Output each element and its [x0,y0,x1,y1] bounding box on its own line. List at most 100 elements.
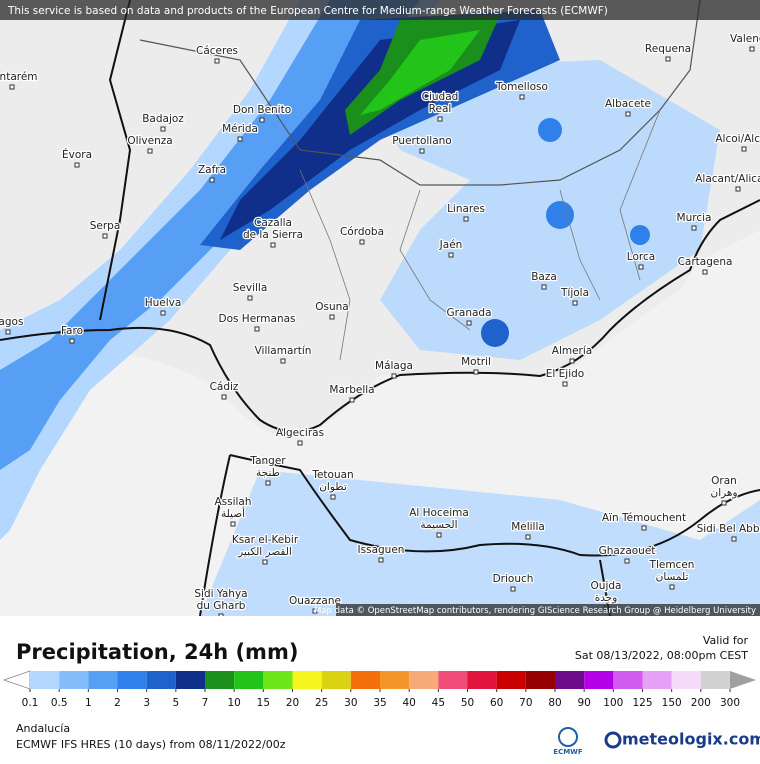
city-marker [702,269,708,275]
city-label: Santarém [0,71,38,83]
city-label: Évora [62,148,92,161]
city-marker [731,536,737,542]
city-label: Marbella [329,384,374,396]
legend-tick-label: 0.1 [22,697,39,709]
city-marker [214,58,220,64]
city-label: Olivenza [127,135,172,147]
valid-label: Valid for [703,634,749,647]
city-label: Oujda [591,580,622,592]
city-marker [270,242,276,248]
city-label: Driouch [493,573,534,585]
city-label: Ciudad [422,91,459,103]
city-label: Albacete [605,98,651,110]
city-marker [562,381,568,387]
city-label: Badajoz [142,113,184,125]
city-label: Córdoba [340,226,384,238]
legend-swatch [525,671,555,689]
city-label: Melilla [511,521,545,533]
ecmwf-icon [558,727,578,747]
city-label: Ouazzane [289,595,341,607]
city-label: Requena [645,43,691,55]
city-marker [473,369,479,375]
city-label: Alcoi/Alcoy [715,133,760,145]
attribution-bar [336,604,760,616]
city-marker [265,480,271,486]
city-label: Alacant/Alicante [695,173,760,185]
city-marker [230,521,236,527]
legend-swatch [642,671,672,689]
city-label: Cádiz [210,381,239,393]
city-label: El Ejido [546,368,584,380]
legend-swatch [671,671,701,689]
city-label: Mérida [222,123,258,135]
legend-swatch [59,671,89,689]
precip-area [200,470,760,616]
city-label: تطوان [319,481,347,493]
city-marker [525,534,531,540]
city-marker [625,111,631,117]
city-marker [221,394,227,400]
city-label: Algeciras [276,427,324,439]
legend-tick-label: 150 [662,697,682,709]
city-label: Tetouan [311,469,353,481]
city-marker [721,500,727,506]
city-marker [262,559,268,565]
legend-swatch [30,671,60,689]
brand-icon [604,731,622,749]
city-marker [349,397,355,403]
legend-swatch [321,671,351,689]
ecmwf-logo: ECMWF [553,748,583,756]
city-label: القصر الكبير [237,546,292,558]
legend-swatch [146,671,176,689]
city-marker [147,148,153,154]
city-label: Dos Hermanas [218,313,295,325]
legend-tick-label: 40 [402,697,415,709]
city-marker [160,310,166,316]
city-label: Cáceres [196,45,238,57]
city-label: Murcia [677,212,712,224]
notice-bar [0,0,760,20]
legend-swatch [292,671,322,689]
city-label: Cartagena [678,256,733,268]
legend-tick-label: 90 [577,697,590,709]
legend-tick-label: 3 [143,697,150,709]
coastline [199,454,231,616]
legend-swatch [438,671,468,689]
legend-tick-label: 7 [202,697,209,709]
city-marker [569,358,575,364]
city-marker [448,252,454,258]
city-marker [297,440,303,446]
precip-cell [538,118,562,142]
city-marker [160,126,166,132]
city-label: Tlemcen [649,559,695,571]
legend-tick-label: 50 [461,697,474,709]
city-label: Jaén [439,239,463,251]
city-label: Sevilla [233,282,268,294]
legend-tick-label: 1 [85,697,92,709]
notice: This service is based on data and produc… [7,5,608,17]
region-border [139,0,701,186]
city-label: Villamartín [255,345,312,357]
city-label: Granada [446,307,491,319]
city-marker [665,56,671,62]
city-layer: Cáceres Tomelloso Requena Valencia Santarém D… [0,32,760,616]
coastline [229,454,760,557]
model-run: ECMWF IFS HRES (10 days) from 08/11/2022… [16,738,286,751]
city-label: Sidi Bel Abbès [697,523,760,535]
legend-tick-label: 2 [114,697,121,709]
legend-tick-label: 20 [286,697,299,709]
city-label: Faro [61,325,83,337]
province-border [299,109,661,361]
city-marker [218,613,224,616]
city-label: وهران [710,487,737,499]
city-marker [359,239,365,245]
legend-swatch [700,671,730,689]
city-label: أصيلة [221,506,245,520]
attribution: Map data © OpenStreetMap contributors, r… [314,606,756,616]
city-label: Sidi Yahya [194,588,247,600]
valid-time: Sat 08/13/2022, 08:00pm CEST [575,649,748,662]
city-marker [510,586,516,592]
city-label: de la Sierra [243,229,303,241]
city-label: Lorca [627,251,655,263]
city-marker [419,148,425,154]
